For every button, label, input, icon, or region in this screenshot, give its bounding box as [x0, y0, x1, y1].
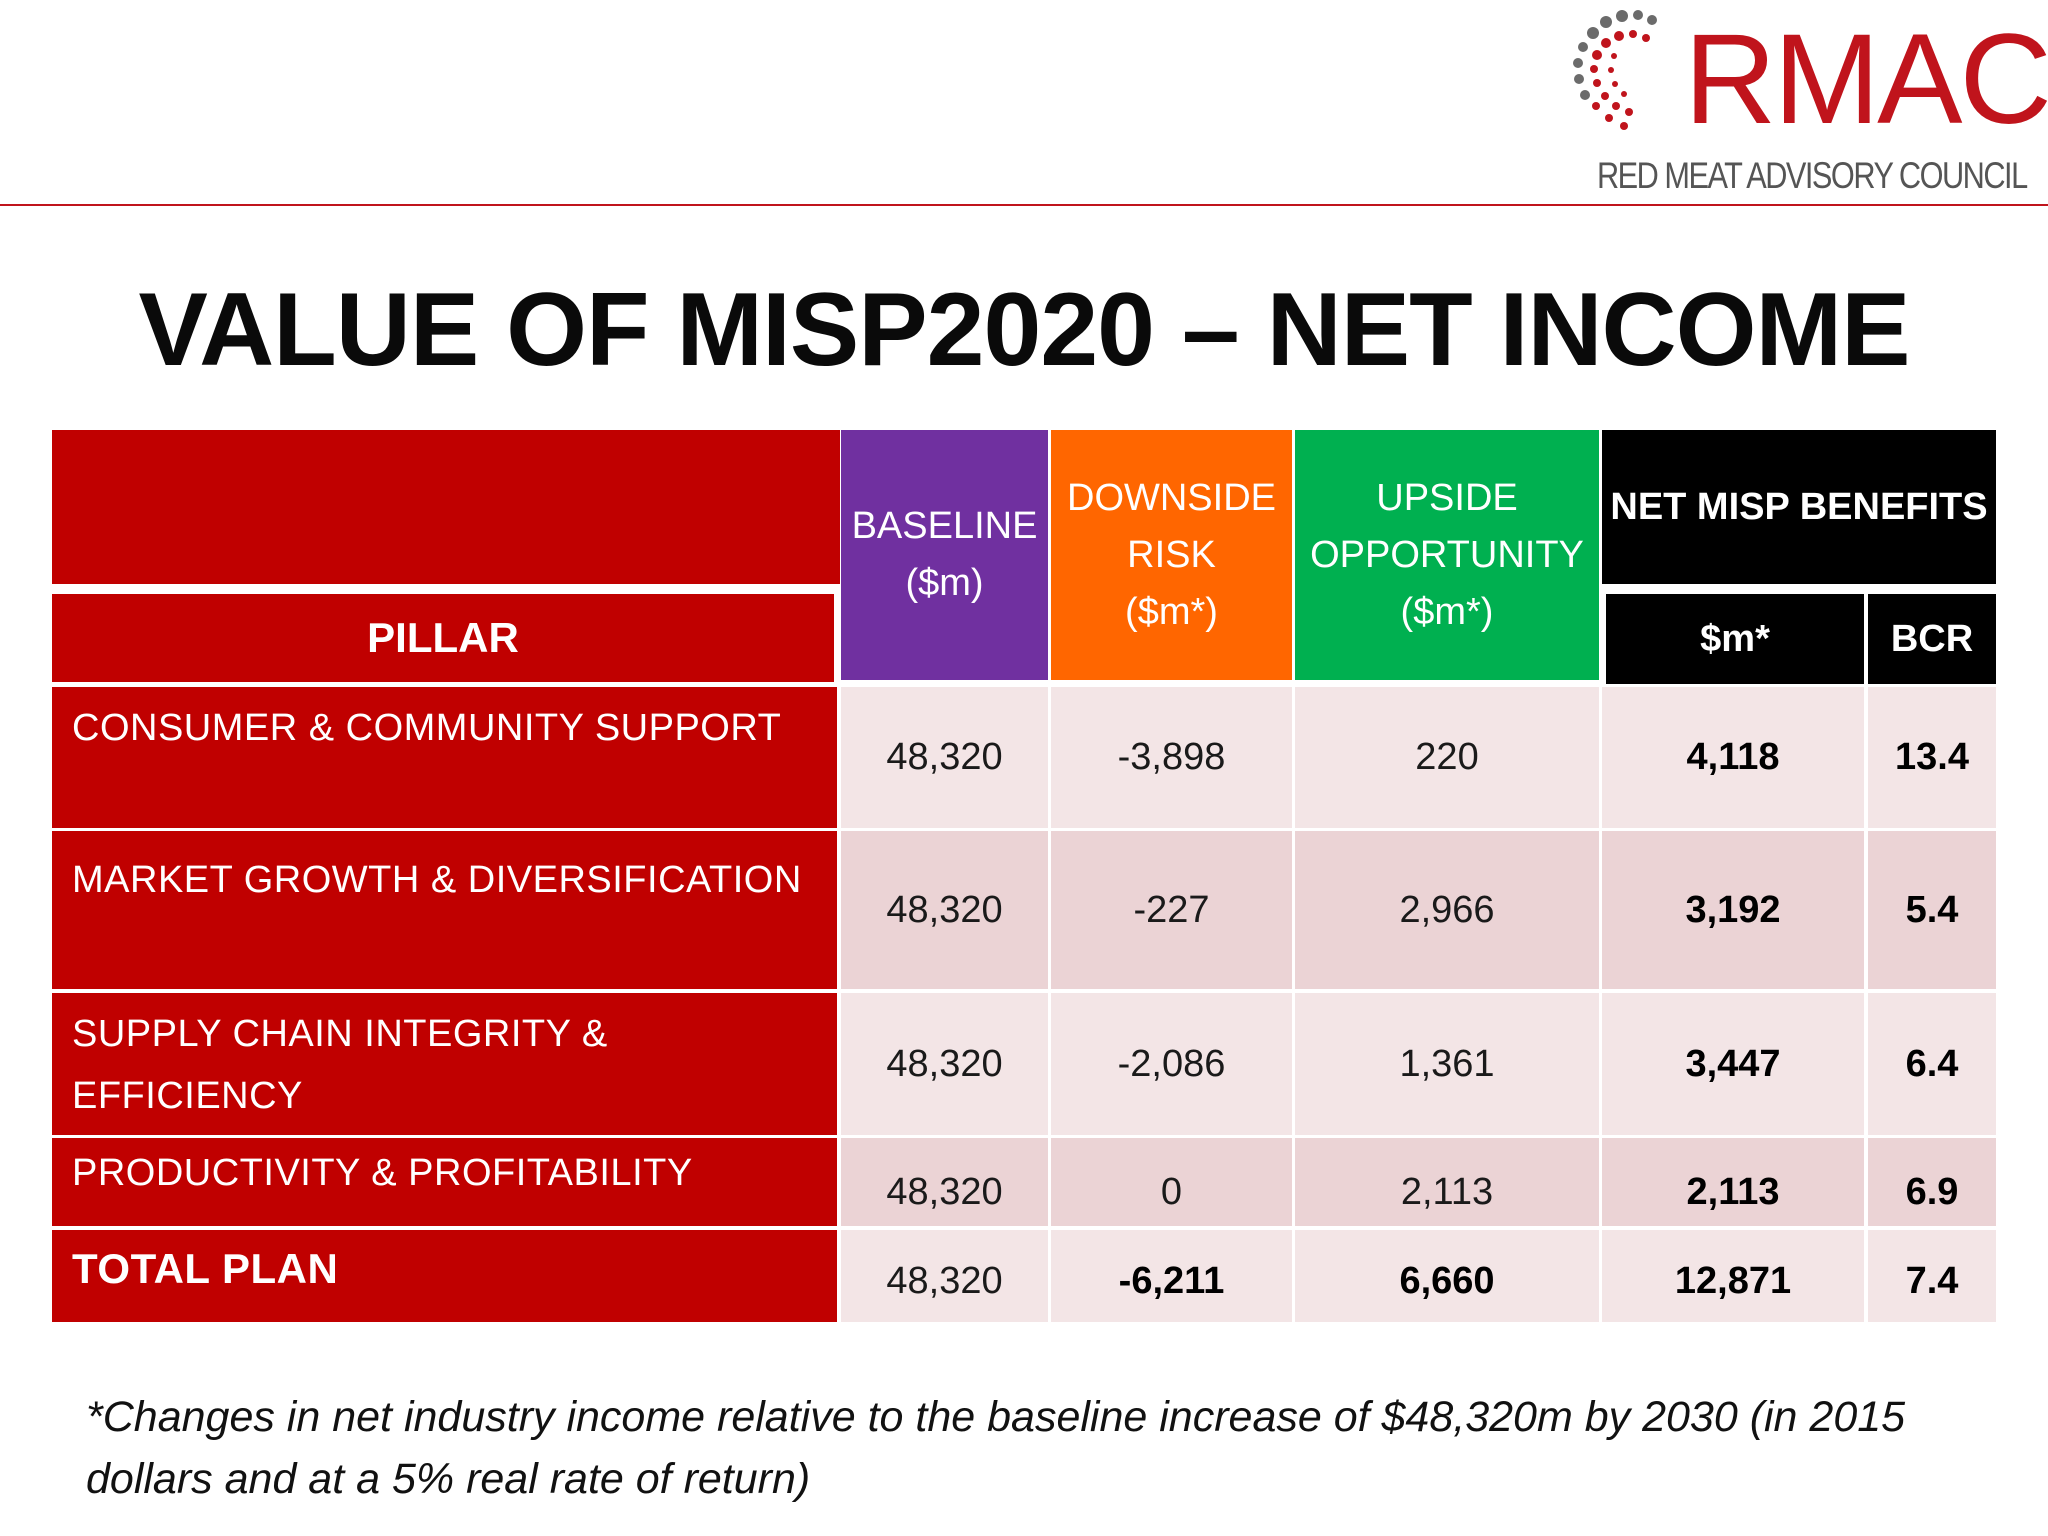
- net-cell: 2,113: [1602, 1138, 1864, 1226]
- bcr-cell: 5.4: [1868, 831, 1996, 989]
- upside-header-line3: ($m*): [1400, 590, 1494, 633]
- pillar-cell: SUPPLY CHAIN INTEGRITY & EFFICIENCY: [52, 993, 837, 1135]
- downside-header-line2: RISK: [1127, 533, 1216, 576]
- bcr-cell: 6.9: [1868, 1138, 1996, 1226]
- total-baseline-cell: 48,320: [841, 1230, 1048, 1322]
- downside-cell: -3,898: [1051, 687, 1292, 828]
- upside-cell: 2,966: [1295, 831, 1599, 989]
- net-cell: 3,192: [1602, 831, 1864, 989]
- upside-header-line2: OPPORTUNITY: [1310, 533, 1584, 576]
- total-pillar-cell: TOTAL PLAN: [52, 1230, 837, 1322]
- bcr-cell: 6.4: [1868, 993, 1996, 1135]
- footnote: *Changes in net industry income relative…: [86, 1393, 1906, 1503]
- upside-cell: 1,361: [1295, 993, 1599, 1135]
- downside-header-line3: ($m*): [1125, 590, 1218, 633]
- header-divider: [0, 204, 2048, 206]
- downside-header: DOWNSIDE RISK ($m*): [1051, 430, 1292, 680]
- baseline-cell: 48,320: [841, 993, 1048, 1135]
- upside-cell: 2,113: [1295, 1138, 1599, 1226]
- baseline-cell: 48,320: [841, 1138, 1048, 1226]
- downside-cell: -2,086: [1051, 993, 1292, 1135]
- downside-cell: 0: [1051, 1138, 1292, 1226]
- pillar-header: PILLAR: [52, 594, 834, 682]
- pillar-cell: PRODUCTIVITY & PROFITABILITY: [52, 1138, 837, 1226]
- upside-header-line1: UPSIDE: [1376, 476, 1518, 519]
- baseline-header-line1: BASELINE: [851, 505, 1038, 547]
- logo-wordmark: RMAC: [1684, 8, 2048, 151]
- page-title: VALUE OF MISP2020 – NET INCOME: [138, 272, 1910, 388]
- baseline-cell: 48,320: [841, 687, 1048, 828]
- upside-header: UPSIDE OPPORTUNITY ($m*): [1295, 430, 1599, 680]
- logo-subtitle: RED MEAT ADVISORY COUNCIL: [1597, 155, 2028, 196]
- baseline-header: BASELINE ($m): [841, 430, 1048, 680]
- downside-header-line1: DOWNSIDE: [1067, 476, 1276, 519]
- total-bcr-cell: 7.4: [1868, 1230, 1996, 1322]
- total-downside-cell: -6,211: [1051, 1230, 1292, 1322]
- total-upside-cell: 6,660: [1295, 1230, 1599, 1322]
- bcr-cell: 13.4: [1868, 687, 1996, 828]
- baseline-cell: 48,320: [841, 831, 1048, 989]
- pillar-header-top: [52, 430, 840, 584]
- total-net-cell: 12,871: [1602, 1230, 1864, 1322]
- pillar-cell: MARKET GROWTH & DIVERSIFICATION: [52, 831, 837, 989]
- downside-cell: -227: [1051, 831, 1292, 989]
- net-cell: 4,118: [1602, 687, 1864, 828]
- rmac-ring-icon: [1573, 10, 1657, 130]
- net-benefits-header: NET MISP BENEFITS: [1602, 430, 1996, 584]
- net-cell: 3,447: [1602, 993, 1864, 1135]
- rmac-logo: RMAC RED MEAT ADVISORY COUNCIL: [1566, 6, 2048, 202]
- baseline-header-line2: ($m): [905, 562, 984, 604]
- pillar-cell: CONSUMER & COMMUNITY SUPPORT: [52, 687, 837, 828]
- upside-cell: 220: [1295, 687, 1599, 828]
- bcr-header: BCR: [1868, 594, 1996, 684]
- net-sm-header: $m*: [1606, 594, 1864, 684]
